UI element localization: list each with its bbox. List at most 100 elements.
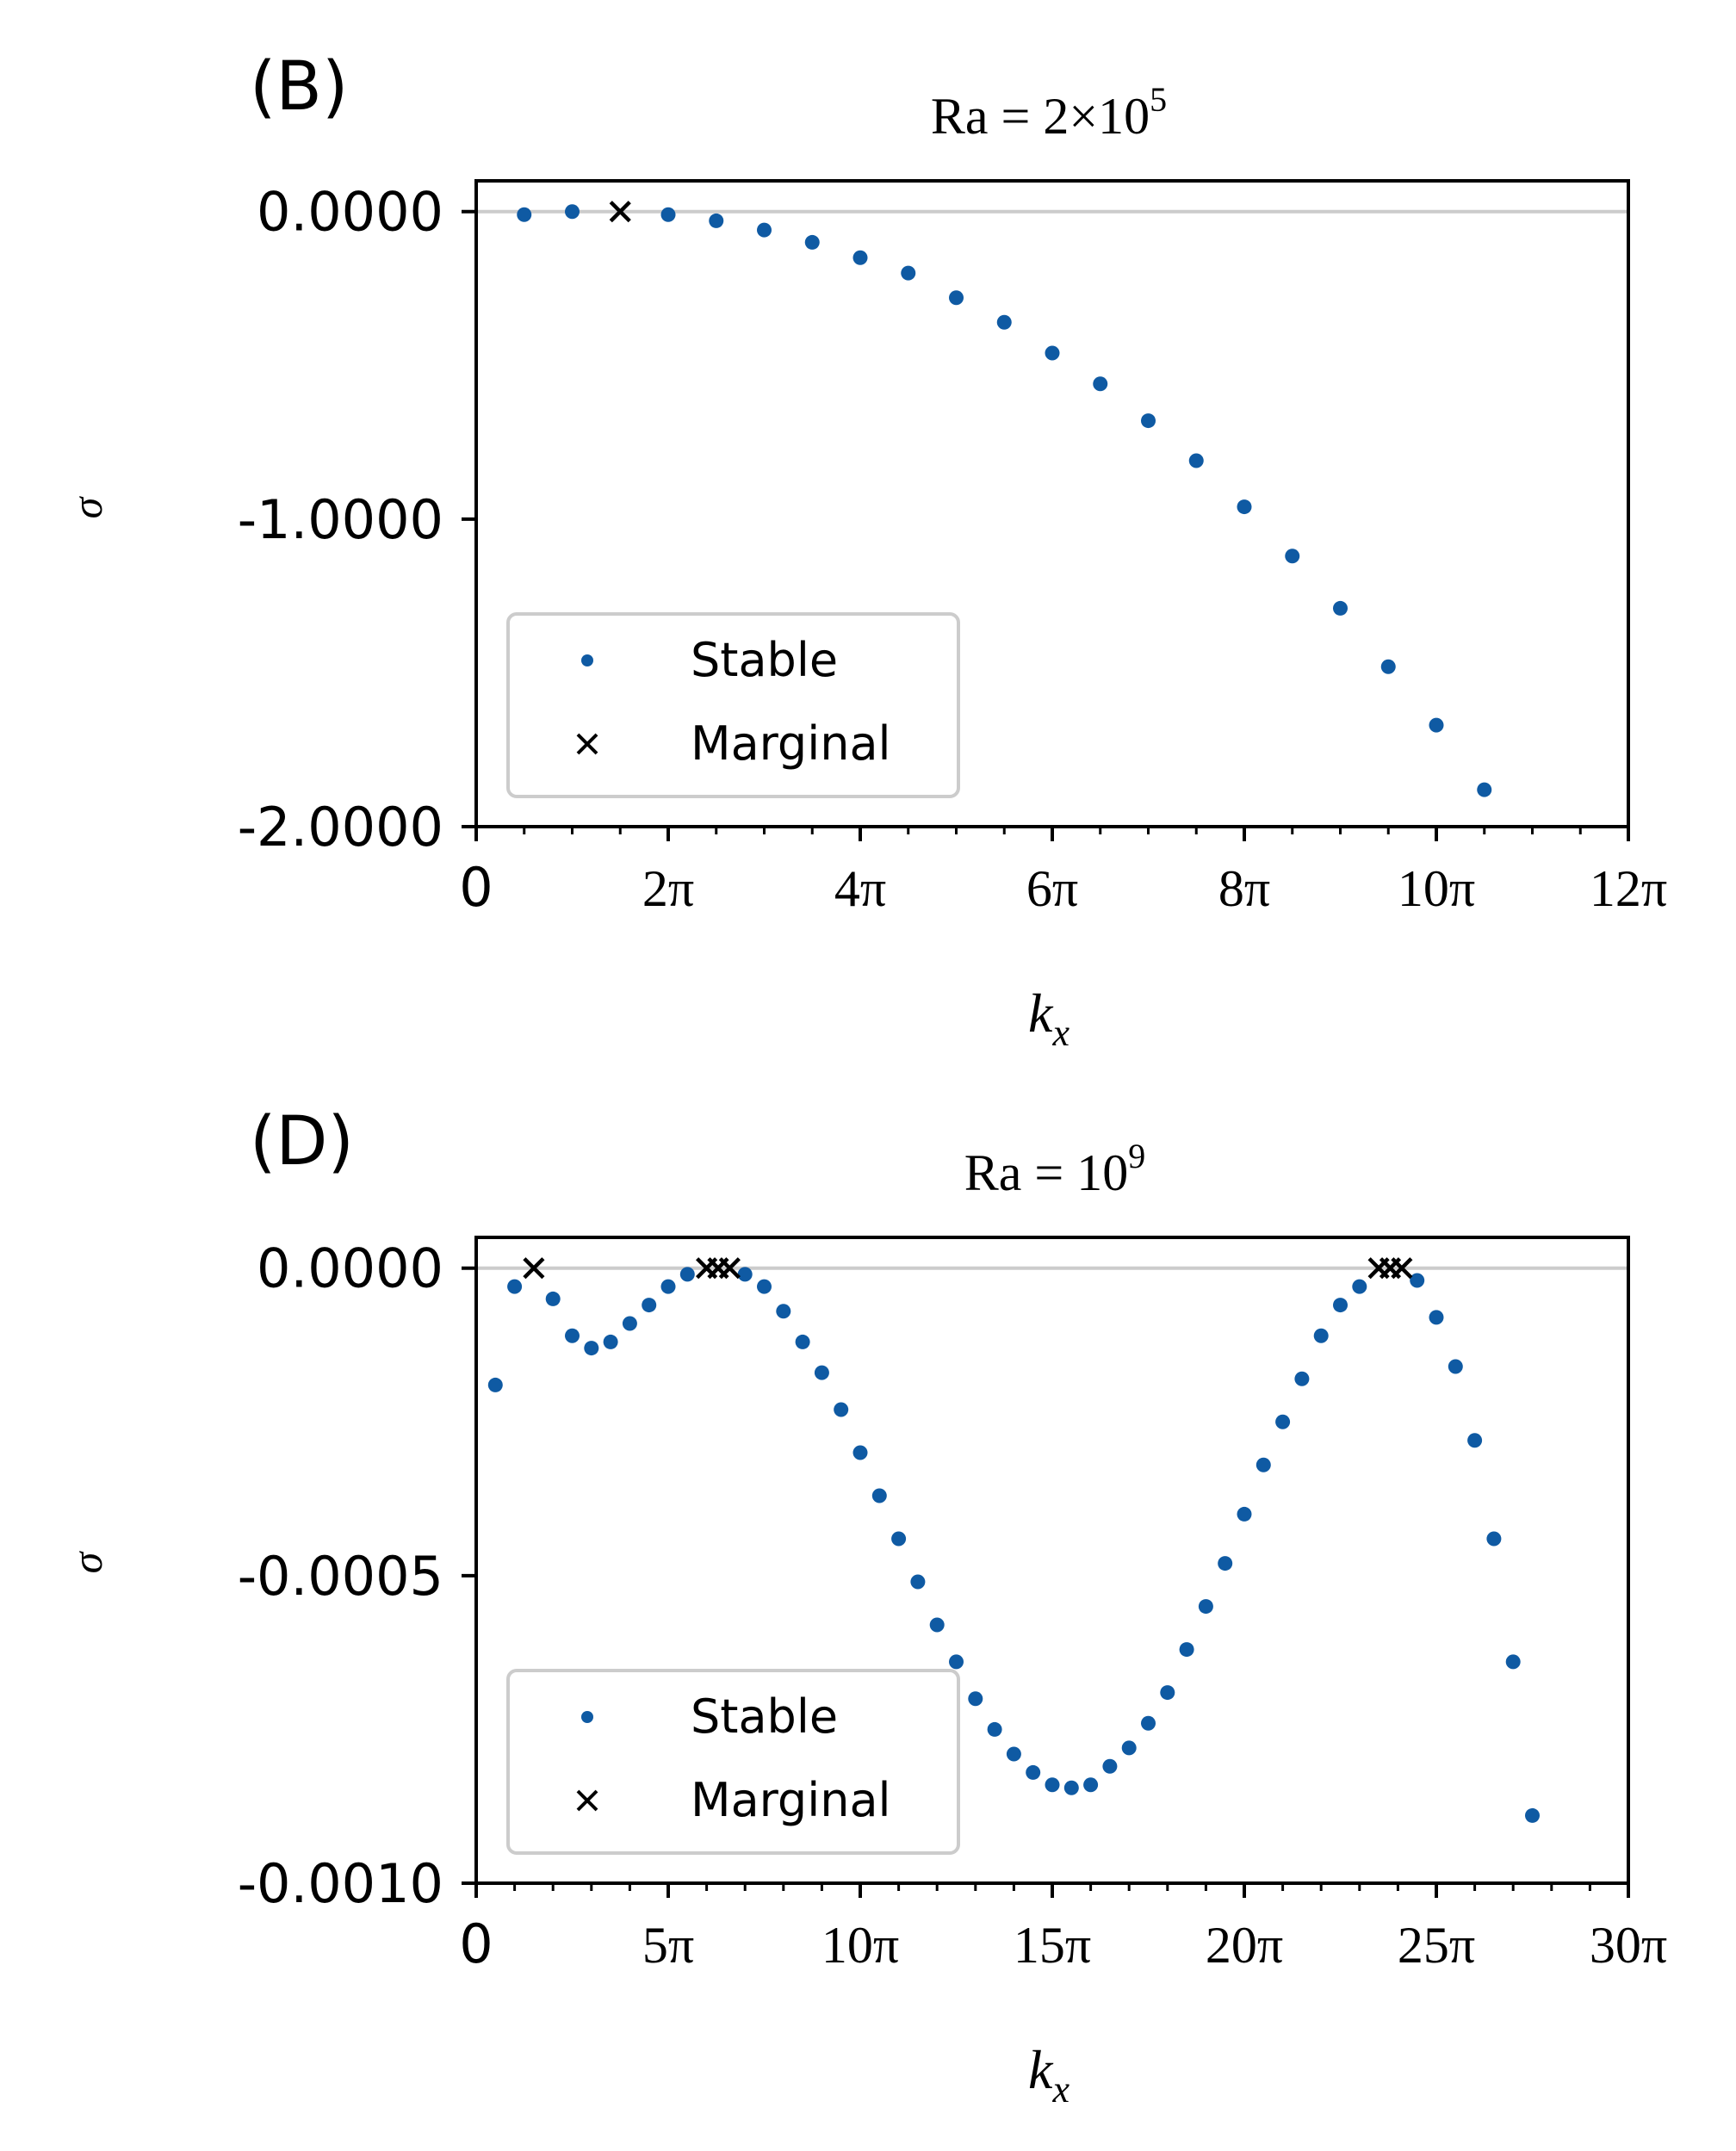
data-point-stable	[1237, 1506, 1252, 1522]
y-tick-label: -2.0000	[238, 796, 443, 859]
data-point-stable	[1256, 1457, 1271, 1472]
data-point-stable	[1525, 1807, 1540, 1823]
data-point-stable	[1505, 1654, 1521, 1670]
x-tick-label: 0	[459, 856, 493, 919]
x-axis-label: kx	[1028, 983, 1070, 1054]
data-point-stable	[603, 1334, 618, 1349]
data-point-stable	[1198, 1599, 1213, 1615]
data-point-stable	[814, 1365, 829, 1380]
data-point-stable	[545, 1291, 561, 1306]
data-point-stable	[804, 234, 820, 250]
data-point-stable	[1045, 1777, 1060, 1793]
legend-marker-stable	[581, 654, 593, 666]
x-tick-label: 0	[459, 1912, 493, 1975]
y-axis-label-wrap: σ	[63, 1550, 111, 1573]
data-point-stable	[1477, 782, 1492, 797]
data-point-marginal	[1391, 1257, 1413, 1280]
x-tick-label: 2π	[642, 860, 694, 917]
legend-label-stable: Stable	[691, 1689, 838, 1744]
data-point-stable	[852, 250, 868, 265]
data-point-stable	[1102, 1758, 1118, 1774]
plot-frame	[474, 179, 1630, 828]
data-point-stable	[949, 1654, 964, 1670]
data-point-stable	[757, 1279, 772, 1294]
data-point-stable	[1188, 453, 1204, 468]
data-point-stable	[1486, 1531, 1502, 1547]
data-point-stable	[1275, 1414, 1291, 1429]
data-point-stable	[517, 207, 532, 222]
legend-marker-stable	[581, 1711, 593, 1723]
data-point-stable	[1121, 1740, 1137, 1756]
data-point-stable	[1045, 345, 1060, 361]
x-tick-label: 4π	[834, 860, 886, 917]
data-point-stable	[565, 204, 580, 220]
y-tick-label: 0.0000	[257, 181, 443, 244]
data-point-stable	[565, 1328, 580, 1343]
x-tick-label: 6π	[1026, 860, 1078, 917]
y-tick-label: 0.0000	[257, 1237, 443, 1300]
data-point-stable	[834, 1402, 849, 1417]
plot-frame	[474, 1236, 1630, 1885]
data-point-stable	[757, 222, 772, 238]
x-tick-label: 5π	[642, 1917, 694, 1974]
data-point-stable	[660, 1279, 676, 1294]
data-point-stable	[1141, 413, 1156, 429]
y-axis-label: σ	[63, 1550, 111, 1573]
x-tick-label: 25π	[1398, 1917, 1475, 1974]
data-point-stable	[891, 1531, 907, 1547]
x-tick-label: 20π	[1206, 1917, 1283, 1974]
data-point-stable	[901, 265, 916, 281]
data-point-stable	[1333, 600, 1348, 616]
x-tick-label: 10π	[822, 1917, 899, 1974]
data-point-marginal	[523, 1257, 545, 1280]
data-point-stable	[1352, 1279, 1367, 1294]
data-point-marginal	[609, 201, 631, 223]
data-point-stable	[987, 1721, 1002, 1737]
legend-marker-marginal	[576, 733, 598, 755]
data-point-stable	[996, 314, 1012, 330]
panel-label: (B)	[250, 48, 348, 126]
y-axis-label: σ	[63, 495, 111, 518]
data-point-stable	[929, 1617, 945, 1633]
x-axis-label: kx	[1028, 2039, 1070, 2111]
data-point-stable	[1380, 659, 1396, 674]
data-point-stable	[679, 1267, 695, 1282]
panel-d: (D) Ra = 109 σ kx 0 5π 10π 15π 20π 25π 30π 0.00…	[63, 1103, 1667, 2111]
chart-title: Ra = 2×105	[931, 80, 1167, 145]
x-tick-label: 10π	[1398, 860, 1475, 917]
data-point-stable	[487, 1377, 503, 1392]
legend: Stable Marginal	[506, 612, 960, 798]
y-tick-label: -0.0010	[238, 1852, 443, 1915]
panel-b: (B) Ra = 2×105 σ kx 0 2π 4π 6π 8π 10π 12π 0.000…	[63, 48, 1667, 1054]
y-axis-label-wrap: σ	[63, 495, 111, 518]
legend-marker-marginal	[576, 1789, 598, 1812]
data-point-stable	[622, 1316, 637, 1331]
data-point-stable	[1429, 717, 1444, 733]
data-point-stable	[1063, 1780, 1079, 1795]
data-point-stable	[1313, 1328, 1329, 1343]
legend: Stable Marginal	[506, 1669, 960, 1855]
data-point-stable	[871, 1488, 887, 1503]
panel-label: (D)	[250, 1103, 354, 1181]
data-point-stable	[1448, 1359, 1463, 1374]
data-point-marginal	[718, 1257, 741, 1280]
data-point-stable	[1467, 1433, 1483, 1448]
legend-box	[506, 1669, 960, 1855]
data-point-stable	[1026, 1764, 1041, 1780]
data-point-stable	[709, 213, 724, 228]
y-tick-label: -0.0005	[238, 1545, 443, 1608]
data-point-stable	[1141, 1715, 1156, 1731]
legend-label-marginal: Marginal	[691, 1773, 891, 1827]
data-point-stable	[584, 1341, 599, 1356]
data-point-stable	[507, 1279, 523, 1294]
x-tick-label: 12π	[1590, 860, 1667, 917]
data-point-stable	[737, 1267, 753, 1282]
data-point-stable	[949, 290, 964, 306]
data-point-stable	[1429, 1310, 1444, 1325]
data-point-stable	[776, 1304, 791, 1319]
data-point-stable	[1333, 1298, 1348, 1313]
data-point-stable	[1410, 1273, 1425, 1288]
data-point-stable	[1083, 1777, 1099, 1793]
data-point-stable	[1179, 1642, 1194, 1658]
